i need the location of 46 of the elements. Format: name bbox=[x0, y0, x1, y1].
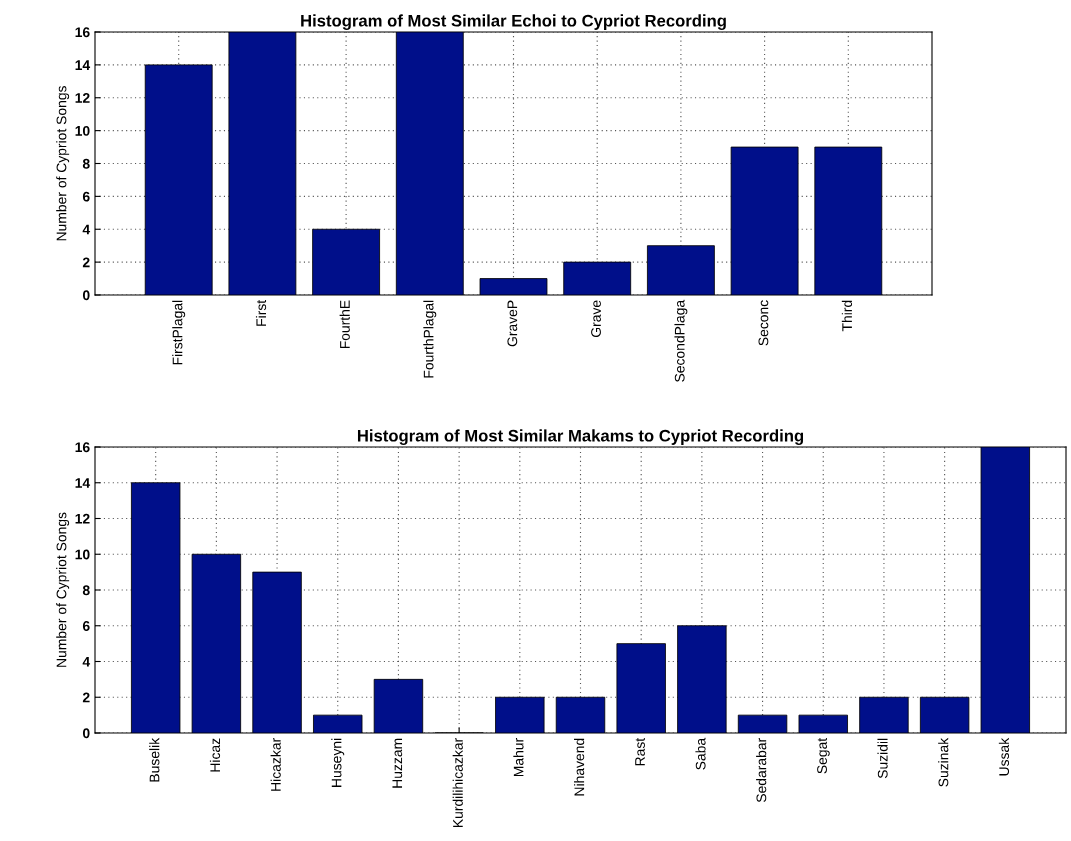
x-tick-label: Suzidil bbox=[877, 738, 888, 779]
x-tick-label: Mahur bbox=[513, 738, 524, 777]
y-tick-label: 6 bbox=[82, 191, 90, 202]
y-tick-label: 0 bbox=[82, 290, 90, 301]
y-tick-label: 4 bbox=[82, 224, 91, 235]
x-tick-label: FourthPlagal bbox=[423, 300, 437, 378]
x-tick-label: Rast bbox=[635, 737, 645, 766]
y-tick-label: 8 bbox=[82, 158, 90, 169]
y-tick-label: 6 bbox=[82, 621, 90, 631]
y-tick-label: 16 bbox=[75, 27, 90, 38]
x-tick-label: GraveP bbox=[507, 300, 518, 347]
y-tick-label: 16 bbox=[75, 442, 90, 453]
chart-title: Histogram of Most Similar Echoi to Cypriot Recording bbox=[301, 14, 726, 30]
y-axis-title: Number of Cypriot Songs bbox=[56, 512, 70, 667]
y-tick-label: 12 bbox=[75, 513, 90, 524]
x-tick-label: Grave bbox=[591, 300, 601, 337]
y-tick-label: 0 bbox=[82, 728, 90, 739]
y-tick-label: 10 bbox=[75, 125, 90, 136]
y-tick-label: 2 bbox=[82, 692, 90, 703]
y-tick-label: 12 bbox=[75, 93, 90, 103]
x-tick-label: Seconc bbox=[758, 300, 769, 346]
y-tick-label: 4 bbox=[82, 656, 91, 667]
x-tick-label: FourthE bbox=[339, 300, 350, 349]
y-tick-label: 14 bbox=[75, 478, 91, 488]
x-tick-label: Huseyni bbox=[331, 738, 345, 787]
x-tick-label: Hicaz bbox=[209, 738, 221, 772]
x-tick-label: Kurdilihicazkar bbox=[452, 738, 463, 828]
x-tick-label: SecondPlaga bbox=[674, 299, 688, 382]
x-tick-label: Buselik bbox=[149, 737, 160, 782]
x-tick-label: FirstPlagal bbox=[172, 300, 186, 365]
x-tick-label: Hicazkar bbox=[270, 738, 281, 791]
y-tick-label: 14 bbox=[75, 60, 91, 70]
chart-title: Histogram of Most Similar Makams to Cypriot Recording bbox=[357, 429, 804, 445]
x-tick-label: Sedarabar bbox=[756, 738, 767, 803]
x-tick-label: First bbox=[255, 299, 267, 326]
x-tick-label: Third bbox=[841, 300, 853, 332]
x-tick-label: Saba bbox=[695, 737, 706, 770]
x-tick-label: Ussak bbox=[998, 737, 1010, 776]
y-tick-label: 10 bbox=[75, 549, 90, 560]
y-axis-title: Number of Cypriot Songs bbox=[56, 86, 70, 241]
x-tick-label: Suzinak bbox=[938, 737, 949, 787]
x-tick-label: Nihavend bbox=[574, 738, 585, 796]
y-tick-label: 2 bbox=[82, 257, 90, 268]
x-tick-label: Segat bbox=[817, 737, 830, 774]
y-tick-label: 8 bbox=[82, 585, 90, 596]
x-tick-label: Huzzam bbox=[392, 738, 403, 788]
